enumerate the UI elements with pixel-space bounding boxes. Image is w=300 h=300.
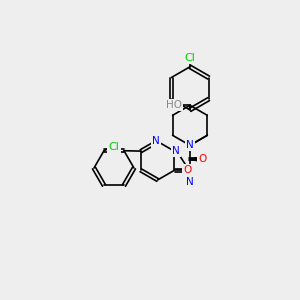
Text: N: N: [172, 146, 180, 156]
Text: HO: HO: [166, 100, 182, 110]
Text: O: O: [183, 165, 191, 176]
Text: Cl: Cl: [184, 52, 195, 63]
Text: Cl: Cl: [109, 142, 119, 152]
Text: O: O: [198, 154, 206, 164]
Text: N: N: [186, 177, 194, 187]
Text: N: N: [186, 140, 194, 150]
Text: N: N: [152, 136, 160, 146]
